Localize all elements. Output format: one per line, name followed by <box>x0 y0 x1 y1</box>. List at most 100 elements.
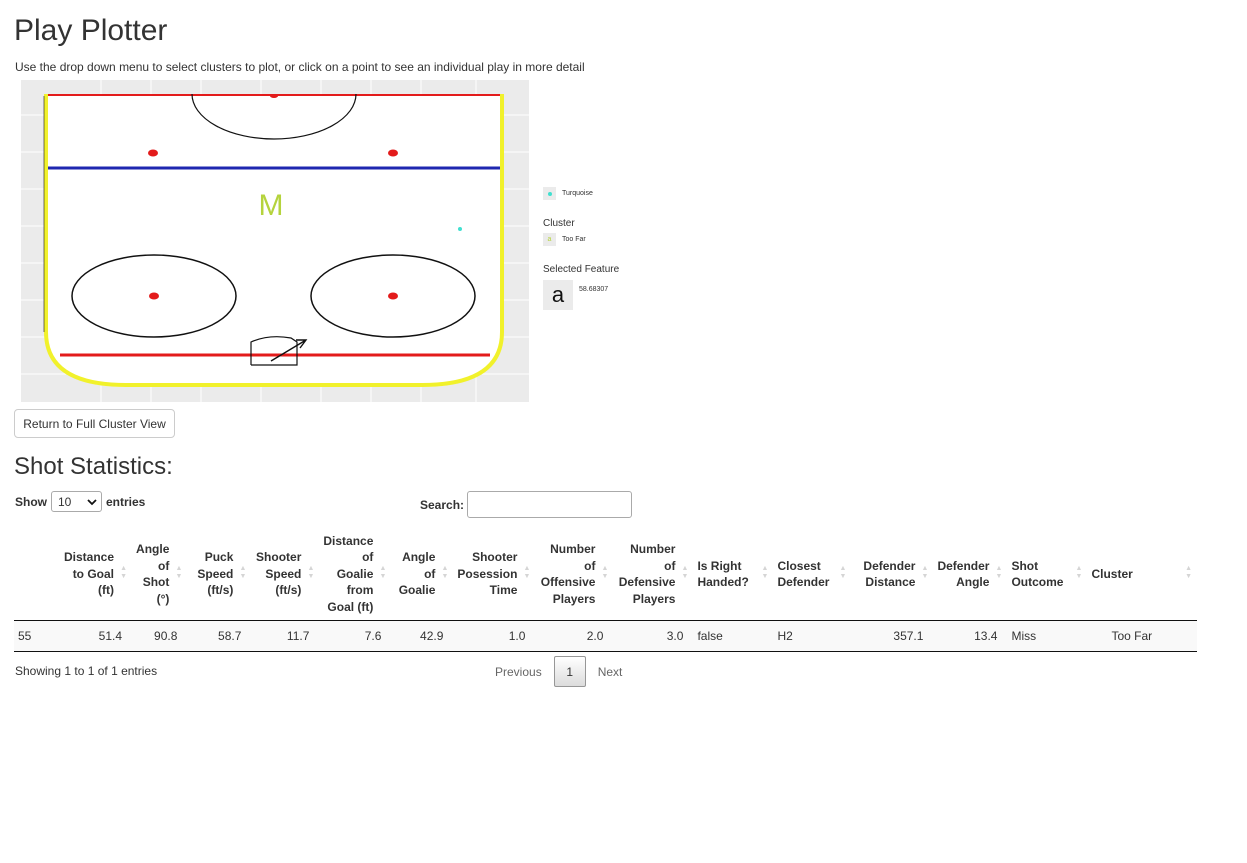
page-title: Play Plotter <box>14 14 168 47</box>
cell-distance-to-goal: 51.4 <box>60 620 133 652</box>
cell-shooter-speed: 11.7 <box>251 620 320 652</box>
previous-page-button[interactable]: Previous <box>495 664 542 679</box>
column-header-shooter-speed[interactable]: Shooter Speed (ft/s) ▲ ▼ <box>251 528 320 621</box>
cell-defensive-players: 3.0 <box>613 620 694 652</box>
cell-goalie-distance: 7.6 <box>319 620 392 652</box>
entries-per-page-select[interactable]: 10 <box>51 491 102 512</box>
column-header-possession-time[interactable]: Shooter Posession Time ▲ ▼ <box>453 528 536 621</box>
shot-arrow-icon <box>270 339 308 362</box>
faceoff-circle-right <box>310 254 476 338</box>
chevron-down-icon <box>87 495 97 509</box>
search-label: Search: <box>420 497 465 512</box>
cell-index: 55 <box>14 620 60 652</box>
rink-boards <box>44 94 504 387</box>
column-header-defender-distance[interactable]: Defender Distance ▲ ▼ <box>851 528 934 621</box>
column-header-offensive-players[interactable]: Number of Offensive Players ▲ ▼ <box>535 528 614 621</box>
faceoff-circle-left <box>71 254 237 338</box>
column-header-label: Number of Defensive Players <box>618 542 676 606</box>
sort-icon: ▲ ▼ <box>441 565 449 580</box>
legend-feature-swatch: a <box>543 280 573 310</box>
legend-color-swatch <box>543 187 556 200</box>
table-header-row: Distance to Goal (ft) ▲ ▼ Angle of Shot (°… <box>14 528 1197 621</box>
sort-icon: ▲ ▼ <box>1185 565 1192 580</box>
entries-length-control: Show 10 entries <box>15 491 145 512</box>
column-header-label: Distance to Goal (ft) <box>64 550 115 598</box>
table-info: Showing 1 to 1 of 1 entries <box>15 664 158 678</box>
cell-goalie-angle: 42.9 <box>391 620 454 652</box>
column-header-label: Angle of Shot (°) <box>136 542 170 606</box>
sort-icon: ▲ ▼ <box>1075 565 1083 580</box>
column-header-cluster[interactable]: Cluster ▲ ▼ <box>1087 528 1197 621</box>
neutral-faceoff-dot-left <box>148 149 158 157</box>
column-header-label: Shooter Posession Time <box>457 550 518 598</box>
legend-feature-row: a 58.68307 <box>543 280 608 310</box>
column-header-label: Is Right Handed? <box>697 558 749 590</box>
legend-cluster-label: Too Far <box>562 236 586 243</box>
next-page-button[interactable]: Next <box>597 664 623 679</box>
plot-legend: Turquoise Cluster a Too Far Selected Fea… <box>543 185 663 315</box>
sort-icon: ▲ ▼ <box>175 565 183 580</box>
column-header-label: Closest Defender <box>777 558 830 590</box>
sort-icon: ▲ ▼ <box>523 565 531 580</box>
sort-icon: ▲ ▼ <box>839 565 847 580</box>
sort-icon: ▲ ▼ <box>120 565 128 580</box>
entries-label: entries <box>106 494 146 509</box>
legend-cluster-swatch: a <box>543 233 556 246</box>
page-button-current[interactable]: 1 <box>553 656 586 687</box>
sort-icon: ▲ ▼ <box>995 565 1003 580</box>
sort-icon: ▲ ▼ <box>921 565 929 580</box>
column-header-defensive-players[interactable]: Number of Defensive Players ▲ ▼ <box>613 528 694 621</box>
cell-closest-defender: H2 <box>773 620 852 652</box>
cell-right-handed: false <box>693 620 774 652</box>
goal-crease-outline <box>250 336 298 366</box>
cell-puck-speed: 58.7 <box>187 620 252 652</box>
cell-cluster: Too Far <box>1087 620 1197 652</box>
cell-defender-angle: 13.4 <box>933 620 1008 652</box>
column-header-right-handed[interactable]: Is Right Handed? ▲ ▼ <box>693 528 774 621</box>
column-header-puck-speed[interactable]: Puck Speed (ft/s) ▲ ▼ <box>187 528 252 621</box>
column-header-distance-to-goal[interactable]: Distance to Goal (ft) ▲ ▼ <box>60 528 133 621</box>
column-header-label: Distance of Goalie from Goal (ft) <box>323 533 374 614</box>
column-header-label: Number of Offensive Players <box>540 542 596 606</box>
column-header-defender-angle[interactable]: Defender Angle ▲ ▼ <box>933 528 1008 621</box>
entries-per-page-value: 10 <box>58 494 72 509</box>
legend-feature-value: 58.68307 <box>579 285 609 293</box>
column-header-label: Defender Distance <box>863 558 916 590</box>
pagination: Previous 1 Next <box>487 656 630 687</box>
sort-icon: ▲ ▼ <box>379 565 387 580</box>
sort-icon: ▲ ▼ <box>761 565 769 580</box>
shot-point[interactable] <box>458 227 462 231</box>
column-header-label: Shot Outcome <box>1011 558 1064 590</box>
neutral-faceoff-dot-right <box>388 149 398 157</box>
legend-cluster-row: a Too Far <box>543 233 586 246</box>
column-header-shot-outcome[interactable]: Shot Outcome ▲ ▼ <box>1007 528 1088 621</box>
column-header-label: Puck Speed (ft/s) <box>197 550 234 598</box>
shot-statistics-table: Distance to Goal (ft) ▲ ▼ Angle of Shot (°… <box>14 528 1197 652</box>
marker-label: M <box>259 189 284 222</box>
page-subtitle: Use the drop down menu to select cluster… <box>15 60 585 74</box>
column-header-label: Cluster <box>1091 566 1133 581</box>
rink-ice <box>46 94 502 387</box>
column-header-closest-defender[interactable]: Closest Defender ▲ ▼ <box>773 528 852 621</box>
column-header-angle-of-shot[interactable]: Angle of Shot (°) ▲ ▼ <box>132 528 188 621</box>
shot-statistics-heading: Shot Statistics: <box>14 453 173 480</box>
column-header-goalie-distance[interactable]: Distance of Goalie from Goal (ft) ▲ ▼ <box>319 528 392 621</box>
search-input[interactable] <box>467 491 633 518</box>
legend-feature-heading: Selected Feature <box>543 264 620 275</box>
show-label: Show <box>15 494 47 509</box>
column-header-index <box>14 528 60 621</box>
cell-shot-outcome: Miss <box>1007 620 1088 652</box>
faceoff-dot-right <box>388 292 398 300</box>
neutral-zone-circle-arc <box>191 93 357 140</box>
table-row[interactable]: 55 51.4 90.8 58.7 11.7 7.6 42.9 1.0 2.0 … <box>14 620 1197 652</box>
sort-icon: ▲ ▼ <box>307 565 315 580</box>
return-full-cluster-button[interactable]: Return to Full Cluster View <box>14 409 175 438</box>
sort-icon: ▲ ▼ <box>681 565 689 580</box>
cell-possession-time: 1.0 <box>453 620 536 652</box>
faceoff-dot-left <box>149 292 159 300</box>
table-search-control: Search: <box>420 491 633 518</box>
rink-plot[interactable]: M <box>21 80 529 402</box>
legend-cluster-heading: Cluster <box>543 218 575 229</box>
cell-defender-distance: 357.1 <box>851 620 934 652</box>
column-header-goalie-angle[interactable]: Angle of Goalie ▲ ▼ <box>391 528 454 621</box>
